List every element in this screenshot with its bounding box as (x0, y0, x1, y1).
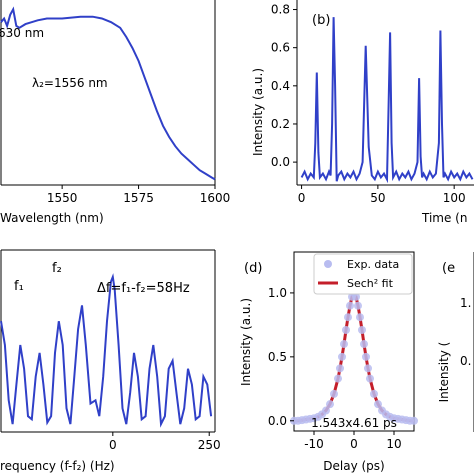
series-b-pulse-train (300, 17, 474, 184)
d-ytick-label: 1.0 (268, 286, 287, 300)
d-exp-point (358, 325, 366, 334)
c-annotation-f2: f₂ (52, 261, 62, 276)
d-exp-point (340, 340, 348, 349)
d-exp-point (356, 313, 364, 322)
d-annotation-width: 1.543x4.61 ps (311, 416, 397, 430)
d-exp-point (342, 325, 350, 334)
d-exp-point (334, 374, 342, 383)
d-exp-point (346, 301, 354, 310)
c-tick-group: 0 250 (109, 432, 221, 452)
b-panel-label: (b) (312, 13, 330, 28)
c-annotation-f1: f₁ (14, 279, 24, 294)
d-exp-point (322, 406, 330, 415)
series-d-exp-data (290, 288, 418, 425)
d-xtick-label: 10 (386, 437, 401, 451)
panel-b: 0 50 100 0.0 0.2 0.4 0.6 0.8 (b) Intensity (a.u… (251, 0, 474, 225)
d-ytick-label: 0.0 (268, 414, 287, 428)
panel-e: (e Intensity ( 1. 0. (437, 252, 474, 432)
d-exp-point (364, 364, 372, 373)
a-annotation-lambda1: 630 nm (0, 26, 44, 40)
b-ytick-label: 0.4 (271, 79, 290, 93)
d-tick-group: -10 0 10 0.0 0.5 1.0 (268, 286, 402, 451)
series-d-sech2-fit (294, 289, 414, 423)
b-xtick-label: 50 (370, 191, 385, 205)
d-xlabel: Delay (ps) (323, 459, 384, 473)
d-exp-point (366, 374, 374, 383)
e-panel-label: (e (442, 261, 455, 276)
d-exp-point (370, 389, 378, 398)
d-xtick-label: -10 (304, 437, 324, 451)
e-ytick-2: 0. (460, 354, 471, 368)
d-exp-point (362, 352, 370, 361)
e-ylabel: Intensity ( (437, 342, 451, 403)
d-exp-point (352, 292, 360, 301)
d-exp-point (344, 313, 352, 322)
d-ytick-label: 0.5 (268, 350, 287, 364)
panel-d: -10 0 10 0.0 0.5 1.0 (d) Intensity (a.u.) Del… (239, 251, 418, 473)
e-ytick-1: 1. (460, 296, 471, 310)
b-xlabel: Time (n (421, 211, 467, 225)
d-exp-point (354, 301, 362, 310)
series-c-spectrum (0, 273, 213, 428)
d-xtick-label: 0 (350, 437, 358, 451)
b-tick-group: 0 50 100 0.0 0.2 0.4 0.6 0.8 (271, 3, 466, 205)
a-annotation-lambda2: λ₂=1556 nm (32, 76, 108, 90)
b-xtick-label: 0 (298, 191, 306, 205)
a-xtick-label: 1600 (200, 191, 231, 205)
d-legend-fit-label: Sech² fit (347, 277, 394, 290)
c-xlabel: requency (f-f₂) (Hz) (0, 459, 115, 473)
series-a-spectrum (0, 6, 216, 181)
d-legend-box (313, 253, 413, 295)
d-exp-point (374, 400, 382, 409)
panel-c: 0 250 f₁ f₂ Δf=f₁-f₂=58Hz requency (f-f₂)… (0, 249, 221, 473)
b-ytick-label: 0.6 (271, 41, 290, 55)
d-exp-point (326, 400, 334, 409)
d-legend: Exp. data Sech² fit (313, 253, 413, 295)
d-legend-exp-marker (324, 260, 332, 268)
d-exp-point (338, 352, 346, 361)
d-legend-exp-label: Exp. data (347, 258, 399, 271)
d-exp-point (410, 416, 418, 425)
c-xtick-label: 250 (198, 438, 221, 452)
d-exp-point (360, 340, 368, 349)
b-xtick-label: 100 (443, 191, 466, 205)
d-ylabel: Intensity (a.u.) (239, 298, 253, 386)
a-xtick-label: 1575 (123, 191, 154, 205)
a-xtick-group: 1550 1575 1600 (47, 185, 230, 205)
b-ylabel: Intensity (a.u.) (251, 68, 265, 156)
b-ytick-label: 0.8 (271, 3, 290, 17)
b-ytick-label: 0.2 (271, 117, 290, 131)
c-annotation-delta: Δf=f₁-f₂=58Hz (97, 281, 190, 296)
panel-a: 1550 1575 1600 630 nm λ₂=1556 nm Wavelengt… (0, 0, 230, 225)
d-exp-point (330, 389, 338, 398)
a-xlabel: Wavelength (nm) (0, 211, 104, 225)
d-panel-label: (d) (244, 261, 262, 276)
d-exp-point (336, 364, 344, 373)
b-ytick-label: 0.0 (271, 155, 290, 169)
c-xtick-label: 0 (109, 438, 117, 452)
a-xtick-label: 1550 (47, 191, 78, 205)
